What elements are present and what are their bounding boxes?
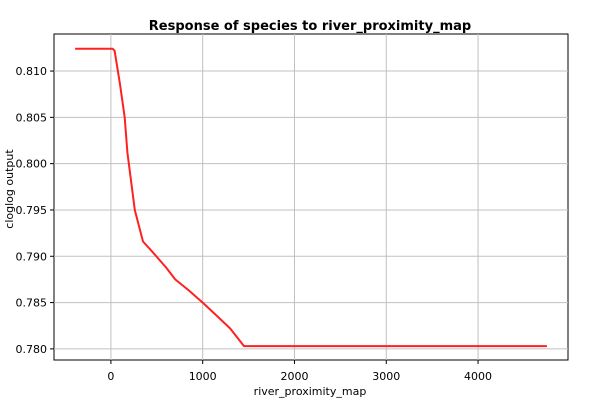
x-tick-label: 3000 bbox=[372, 370, 400, 383]
y-axis-label: cloglog output bbox=[3, 149, 16, 229]
x-tick-label: 4000 bbox=[464, 370, 492, 383]
y-tick-label: 0.790 bbox=[16, 250, 48, 263]
chart-title: Response of species to river_proximity_m… bbox=[149, 19, 471, 34]
x-tick-label: 0 bbox=[107, 370, 114, 383]
grid bbox=[54, 34, 568, 360]
x-axis-label: river_proximity_map bbox=[254, 385, 367, 398]
y-tick-label: 0.810 bbox=[16, 65, 48, 78]
x-axis-ticks: 0 1000 2000 3000 4000 bbox=[107, 360, 492, 383]
plot-area bbox=[53, 33, 569, 361]
series-group bbox=[75, 47, 547, 348]
y-axis-ticks: 0.780 0.785 0.790 0.795 0.800 0.805 0.810 bbox=[16, 65, 54, 356]
y-tick-label: 0.800 bbox=[16, 158, 48, 171]
y-tick-label: 0.780 bbox=[16, 343, 48, 356]
x-tick-label: 1000 bbox=[189, 370, 217, 383]
y-tick-label: 0.795 bbox=[16, 204, 48, 217]
x-tick-label: 2000 bbox=[280, 370, 308, 383]
y-tick-label: 0.805 bbox=[16, 111, 48, 124]
y-tick-label: 0.785 bbox=[16, 297, 48, 310]
series-line bbox=[75, 47, 547, 348]
